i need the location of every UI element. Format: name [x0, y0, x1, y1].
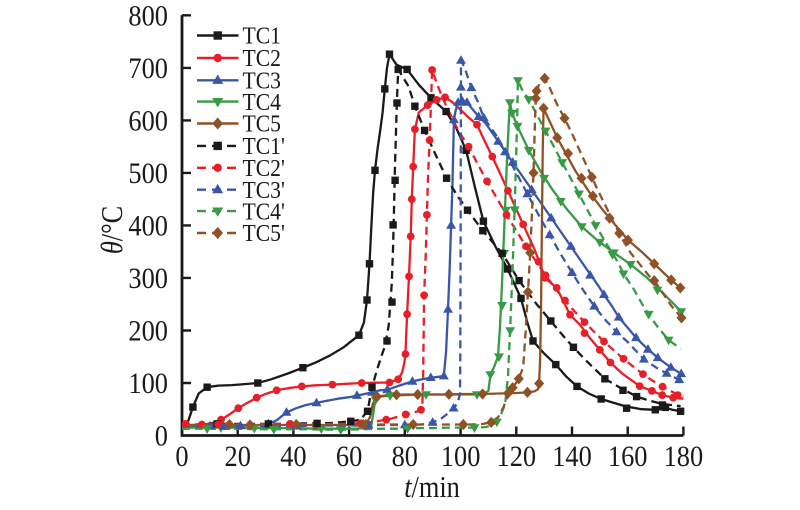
svg-text:TC3': TC3' [243, 177, 285, 205]
svg-text:200: 200 [128, 315, 168, 348]
svg-text:t/min: t/min [404, 470, 460, 504]
svg-text:TC1': TC1' [243, 133, 285, 161]
svg-text:TC4': TC4' [243, 198, 285, 226]
svg-text:TC1: TC1 [243, 22, 281, 50]
svg-text:0: 0 [175, 441, 188, 474]
svg-text:180: 180 [664, 441, 704, 474]
svg-text:TC5: TC5 [243, 110, 281, 138]
svg-text:120: 120 [497, 441, 537, 474]
svg-text:TC4: TC4 [243, 89, 282, 117]
svg-text:60: 60 [336, 441, 362, 474]
svg-text:TC2': TC2' [243, 155, 285, 183]
svg-text:400: 400 [128, 210, 168, 243]
svg-text:TC2: TC2 [243, 45, 281, 73]
svg-text:600: 600 [128, 105, 168, 138]
svg-text:500: 500 [128, 157, 168, 190]
svg-text:TC3: TC3 [243, 67, 281, 95]
svg-text:20: 20 [225, 441, 251, 474]
svg-text:800: 800 [128, 0, 168, 33]
svg-text:θ/°C: θ/°C [95, 206, 129, 254]
svg-text:0: 0 [155, 420, 168, 453]
svg-text:300: 300 [128, 262, 168, 295]
svg-text:TC5': TC5' [243, 220, 285, 248]
svg-text:100: 100 [441, 441, 481, 474]
svg-text:160: 160 [608, 441, 648, 474]
svg-text:40: 40 [280, 441, 306, 474]
svg-text:140: 140 [552, 441, 592, 474]
svg-text:80: 80 [392, 441, 418, 474]
svg-text:100: 100 [128, 368, 168, 401]
svg-text:700: 700 [128, 52, 168, 85]
